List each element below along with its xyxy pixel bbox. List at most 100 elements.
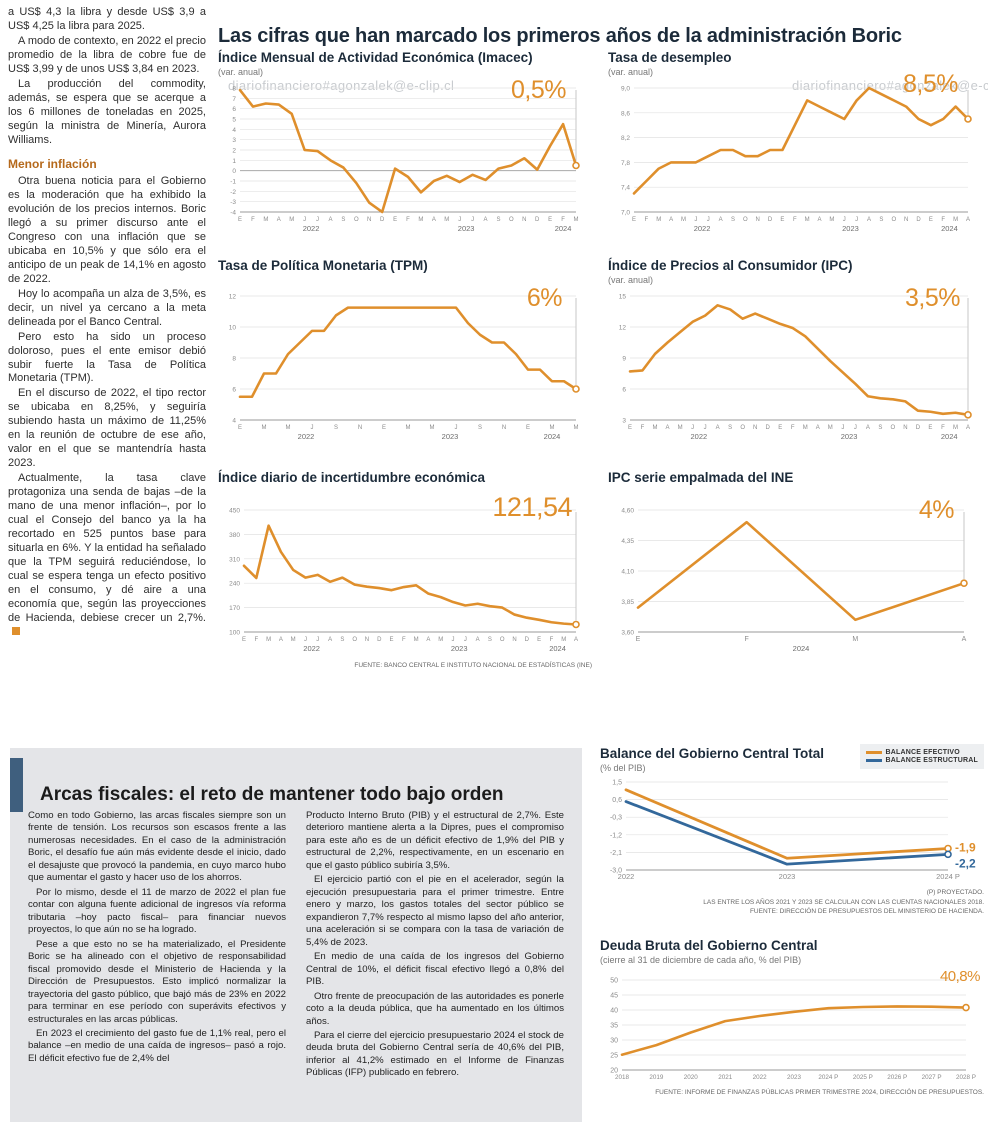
footnote-line: LAS ENTRE LOS AÑOS 2021 Y 2023 SE CALCUL… [703, 898, 984, 906]
svg-text:6: 6 [232, 106, 236, 113]
article-paragraph-text: Actualmente, la tasa clave protagoniza u… [8, 472, 206, 624]
svg-text:E: E [548, 217, 552, 223]
svg-text:D: D [916, 217, 921, 223]
svg-text:9: 9 [622, 356, 626, 363]
svg-text:A: A [426, 637, 430, 643]
svg-text:1,5: 1,5 [612, 780, 622, 787]
svg-text:A: A [279, 637, 283, 643]
svg-text:E: E [390, 637, 394, 643]
svg-text:A: A [277, 217, 281, 223]
svg-text:380: 380 [229, 532, 240, 539]
svg-text:2024: 2024 [793, 644, 810, 653]
svg-text:15: 15 [619, 294, 627, 301]
svg-text:E: E [628, 425, 632, 431]
svg-text:3,85: 3,85 [621, 599, 634, 606]
svg-text:2021: 2021 [718, 1074, 733, 1081]
svg-text:J: J [843, 217, 846, 223]
svg-text:170: 170 [229, 605, 240, 612]
charts-source-note: FUENTE: BANCO CENTRAL E INSTITUTO NACION… [354, 662, 592, 669]
chart-plot-ipc: 15 12 9 6 3 E F M A M J J A S O N D E F M A M J J A S O N D E F M A 2022 2… [608, 284, 984, 446]
fiscal-panel: Arcas fiscales: el reto de mantener todo… [10, 748, 582, 1122]
chart-plot-ipc-empalmada: 4,60 4,35 4,10 3,85 3,60 E F M A 2024 4% [608, 496, 984, 658]
svg-text:A: A [328, 637, 332, 643]
svg-text:A: A [818, 217, 822, 223]
article-paragraph: En el discurso de 2022, el tipo rector s… [8, 387, 206, 470]
svg-text:A: A [962, 636, 967, 643]
svg-text:E: E [238, 425, 242, 431]
svg-text:A: A [669, 217, 673, 223]
svg-text:100: 100 [229, 630, 240, 637]
svg-text:5: 5 [232, 117, 236, 124]
svg-text:D: D [916, 425, 921, 431]
chart-imacec: Índice Mensual de Actividad Económica (I… [218, 50, 592, 254]
svg-text:S: S [341, 217, 345, 223]
svg-text:3,60: 3,60 [621, 630, 634, 637]
svg-text:J: J [841, 425, 844, 431]
chart-title: Tasa de desempleo [608, 50, 732, 65]
svg-text:A: A [476, 637, 480, 643]
svg-text:2025 P: 2025 P [853, 1074, 873, 1081]
chart-incertidumbre: Índice diario de incertidumbre económica… [218, 470, 592, 674]
svg-text:E: E [636, 636, 641, 643]
chart-big-value: 8,5% [903, 70, 958, 99]
svg-text:M: M [291, 637, 296, 643]
svg-text:M: M [550, 425, 555, 431]
svg-text:2028 P: 2028 P [956, 1074, 976, 1081]
svg-text:3: 3 [622, 418, 626, 425]
svg-text:A: A [966, 217, 970, 223]
svg-text:8,6: 8,6 [621, 110, 630, 117]
svg-text:E: E [928, 425, 932, 431]
svg-text:-2,1: -2,1 [610, 850, 622, 857]
svg-text:S: S [334, 425, 338, 431]
legend-label-efectivo: BALANCE EFECTIVO [885, 748, 960, 756]
svg-text:M: M [805, 217, 810, 223]
svg-text:M: M [414, 637, 419, 643]
svg-text:-2,2: -2,2 [955, 857, 976, 871]
svg-text:O: O [354, 217, 359, 223]
fiscal-accent-bar [10, 758, 23, 812]
svg-text:-0,3: -0,3 [610, 815, 622, 822]
svg-text:2023: 2023 [779, 872, 796, 881]
svg-text:J: J [311, 425, 314, 431]
svg-text:2022: 2022 [753, 1074, 768, 1081]
svg-text:8: 8 [232, 356, 236, 363]
svg-text:O: O [740, 425, 745, 431]
svg-text:F: F [550, 637, 554, 643]
svg-text:2024: 2024 [941, 224, 958, 233]
svg-text:J: J [316, 217, 319, 223]
svg-text:2026 P: 2026 P [887, 1074, 907, 1081]
svg-text:M: M [266, 637, 271, 643]
svg-text:M: M [430, 425, 435, 431]
svg-text:J: J [707, 217, 710, 223]
svg-text:N: N [367, 217, 371, 223]
svg-text:-3,0: -3,0 [610, 868, 622, 875]
svg-text:-1: -1 [230, 179, 236, 186]
chart-big-value: 6% [526, 284, 563, 313]
page-title: Las cifras que han marcado los primeros … [218, 25, 902, 48]
chart-big-value: 0,5% [511, 76, 566, 105]
svg-text:F: F [402, 637, 406, 643]
svg-text:6: 6 [622, 387, 626, 394]
svg-text:J: J [464, 637, 467, 643]
svg-text:2024 P: 2024 P [818, 1074, 838, 1081]
svg-text:E: E [632, 217, 636, 223]
fiscal-paragraph: Por lo mismo, desde el 11 de marzo de 20… [28, 886, 286, 936]
svg-text:N: N [522, 217, 526, 223]
fiscal-paragraph: Para el cierre del ejercicio presupuesta… [306, 1029, 564, 1079]
svg-text:E: E [778, 425, 782, 431]
svg-text:O: O [891, 425, 896, 431]
svg-text:O: O [352, 637, 357, 643]
svg-text:M: M [678, 425, 683, 431]
svg-text:2024 P: 2024 P [936, 872, 960, 881]
svg-text:D: D [535, 217, 540, 223]
svg-text:M: M [574, 217, 579, 223]
svg-text:2023: 2023 [787, 1074, 802, 1081]
svg-text:F: F [941, 425, 945, 431]
chart-plot-imacec: 8 7 6 5 4 3 2 1 0 -1 -2 -3 -4 E F M A M J J A S O N D E F M A M J J A S O N… [218, 76, 592, 238]
svg-text:2022: 2022 [303, 644, 320, 653]
svg-text:2024: 2024 [544, 432, 561, 441]
svg-text:M: M [953, 425, 958, 431]
svg-text:J: J [855, 217, 858, 223]
chart-plot-incertidumbre: 450 380 310 240 170 100 E F M A M J J A S O N D E F M A M J J A S O… [218, 492, 592, 658]
svg-text:F: F [251, 217, 255, 223]
